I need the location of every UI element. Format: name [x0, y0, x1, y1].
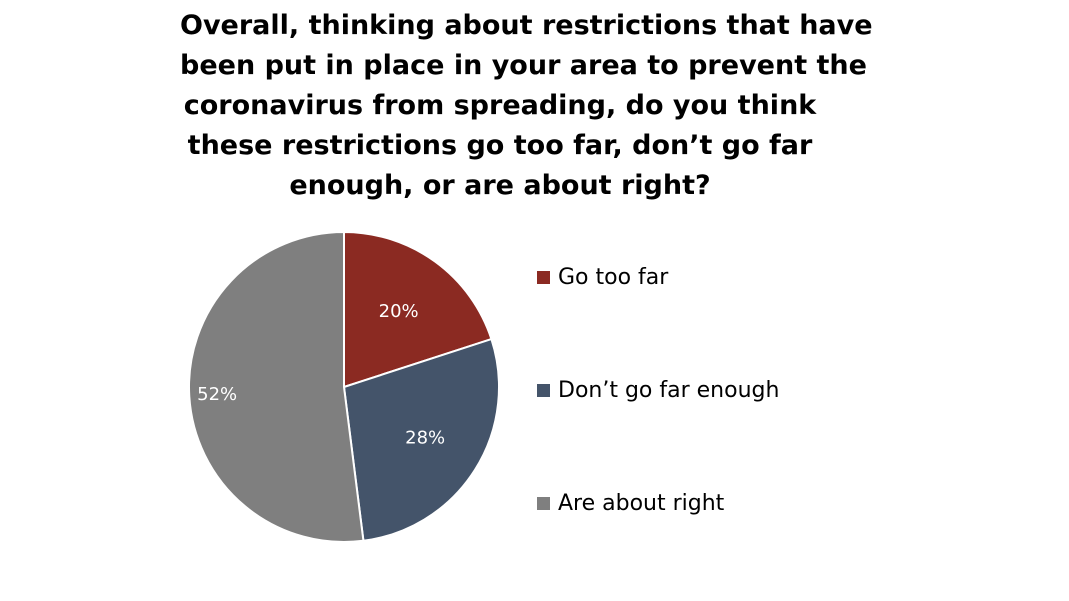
pie-data-label-are-about-right: 52%: [197, 384, 237, 405]
chart-title: Overall, thinking about restrictions tha…: [180, 6, 873, 206]
chart-legend: Go too far Don’t go far enough Are about…: [537, 262, 837, 601]
chart-title-line: enough, or are about right?: [289, 170, 711, 201]
pie-slice-are-about-right: [188, 230, 365, 543]
legend-label: Go too far: [558, 264, 669, 290]
legend-label: Are about right: [558, 490, 725, 516]
legend-swatch: [537, 270, 550, 284]
legend-swatch: [537, 383, 550, 397]
pie-data-label-don-t-go-far-enough: 28%: [405, 427, 445, 448]
chart-title-line: Overall, thinking about restrictions tha…: [180, 10, 873, 41]
pie-chart: 20% 28% 52%: [188, 230, 500, 543]
legend-item-are-about-right: Are about right: [537, 488, 837, 518]
pie-slice-go-too-far: [343, 230, 493, 389]
chart-title-line: been put in place in your area to preven…: [180, 50, 867, 81]
chart-title-line: coronavirus from spreading, do you think: [183, 90, 817, 121]
pie-data-label-go-too-far: 20%: [379, 301, 419, 322]
legend-item-go-too-far: Go too far: [537, 262, 837, 292]
legend-item-dont-go-far-enough: Don’t go far enough: [537, 375, 837, 405]
legend-label: Don’t go far enough: [558, 377, 780, 403]
legend-swatch: [537, 496, 550, 510]
chart-title-line: these restrictions go too far, don’t go …: [187, 130, 813, 161]
pie-slice-don-t-go-far-enough: [342, 337, 500, 542]
